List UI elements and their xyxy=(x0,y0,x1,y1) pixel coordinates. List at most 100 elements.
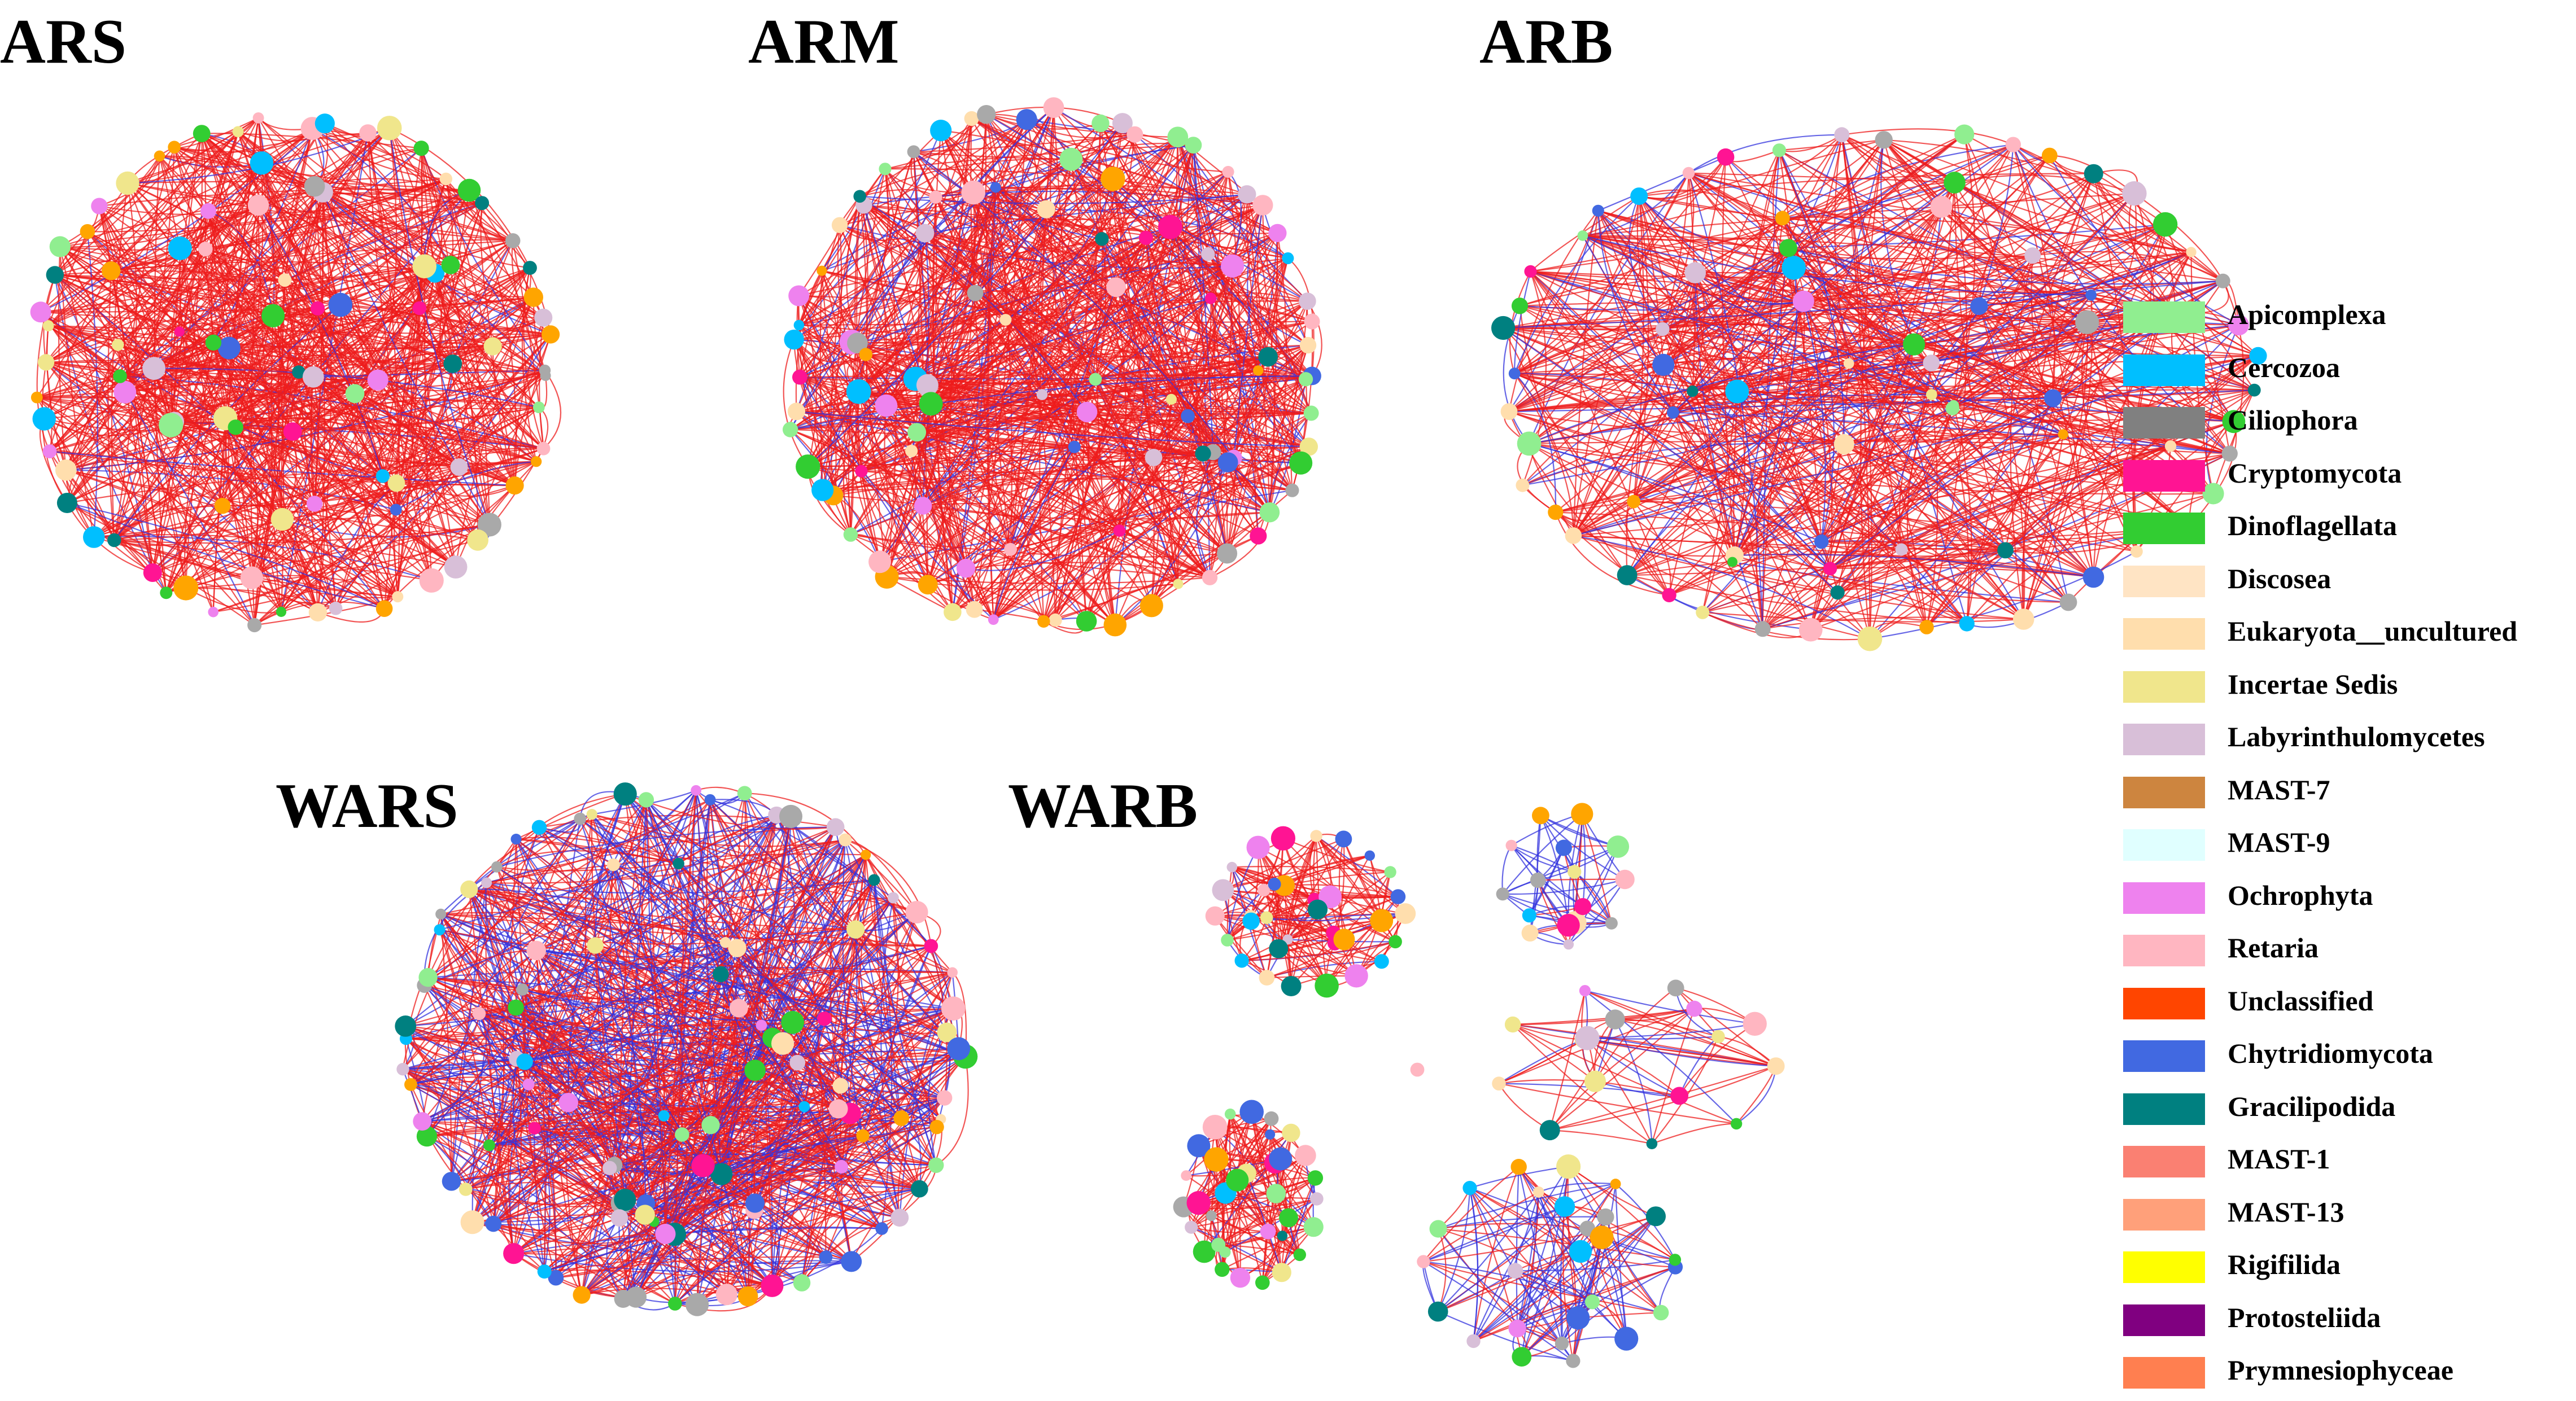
network-edge-positive xyxy=(1555,512,1670,596)
network-node xyxy=(859,348,873,361)
network-node xyxy=(2122,181,2147,206)
network-edge-positive xyxy=(1134,134,1289,259)
network-edge-positive xyxy=(54,132,368,275)
network-ARM xyxy=(783,97,1322,637)
network-node xyxy=(2228,314,2250,336)
network-edge-positive xyxy=(1209,266,1233,578)
network-node xyxy=(412,301,427,316)
network-edge-negative xyxy=(1514,271,1531,374)
network-node xyxy=(308,603,328,622)
network-edge-positive xyxy=(1177,137,1235,458)
network-node xyxy=(1226,1168,1249,1192)
network-node xyxy=(1239,1100,1264,1124)
network-node xyxy=(1253,365,1264,376)
network-edge-positive xyxy=(522,989,557,1278)
network-node xyxy=(1945,401,1960,415)
network-node xyxy=(2041,147,2058,164)
network-edge-positive xyxy=(936,1056,969,1166)
network-edge-positive xyxy=(1529,280,2224,444)
network-node xyxy=(247,194,269,216)
legend-swatch xyxy=(2123,1357,2205,1389)
network-node xyxy=(1265,1129,1276,1140)
network-edge-negative xyxy=(496,826,836,868)
network-node xyxy=(635,1205,655,1225)
network-edge-positive xyxy=(117,163,263,345)
network-node xyxy=(737,1286,758,1307)
network-node xyxy=(1627,494,1641,509)
network-edge-positive xyxy=(1762,616,2024,630)
network-node xyxy=(483,337,502,356)
network-edge-positive xyxy=(827,342,853,496)
network-edge-positive xyxy=(1841,134,2088,323)
network-node xyxy=(1295,1145,1316,1166)
network-node xyxy=(1997,542,2014,559)
network-edge-negative xyxy=(1540,815,1626,880)
network-edge-positive xyxy=(845,839,932,947)
network-edge-positive xyxy=(492,839,517,1224)
network-edge-positive xyxy=(173,147,285,281)
network-node xyxy=(42,444,57,458)
network-edge-positive xyxy=(923,457,1154,507)
network-edge-positive xyxy=(1438,1250,1581,1312)
network-edge-positive xyxy=(284,279,534,305)
network-edge-positive xyxy=(884,405,929,585)
network-node xyxy=(893,1110,910,1126)
network-node xyxy=(1492,1076,1506,1091)
network-edge-positive xyxy=(1101,238,1214,453)
network-node xyxy=(1566,1354,1580,1368)
network-node xyxy=(2058,429,2068,440)
network-edge-positive xyxy=(1578,1312,1661,1319)
network-node xyxy=(779,804,802,828)
legend-swatch xyxy=(2123,882,2205,914)
network-edge-positive xyxy=(1639,195,1783,219)
network-node xyxy=(1068,440,1081,453)
network-edge-negative xyxy=(1473,1215,1657,1342)
network-edge-positive xyxy=(1258,847,1328,986)
network-edge-positive xyxy=(254,370,545,626)
network-node xyxy=(485,1215,502,1232)
network-node xyxy=(1653,1304,1669,1321)
network-edge-negative xyxy=(799,376,994,620)
legend-item: Ciliophora xyxy=(2123,398,2569,451)
network-node xyxy=(1566,1306,1590,1330)
network-edge-positive xyxy=(1216,1159,1300,1255)
network-edge-positive xyxy=(754,1055,966,1071)
network-edge-positive xyxy=(2022,173,2094,620)
network-edge-positive xyxy=(1043,238,1147,622)
network-edge-negative xyxy=(1802,301,1826,542)
network-edge-positive xyxy=(1499,1039,1584,1084)
network-node xyxy=(868,550,892,573)
legend-label: Protosteliida xyxy=(2228,1301,2381,1333)
network-node xyxy=(387,474,405,492)
network-node xyxy=(1282,252,1294,264)
network-edge-positive xyxy=(427,977,966,1057)
network-edge-positive xyxy=(1010,457,1234,550)
network-edge-positive xyxy=(205,248,516,486)
network-edge-negative xyxy=(388,128,490,525)
network-edge-negative xyxy=(1246,1173,1282,1273)
network-node xyxy=(510,834,522,845)
network-node xyxy=(1462,1181,1477,1196)
network-node xyxy=(278,273,292,287)
network-edge-positive xyxy=(1437,1228,1447,1312)
network-edge-positive xyxy=(2012,144,2234,422)
network-edge-positive xyxy=(1941,173,2094,208)
network-edge-negative xyxy=(516,839,704,1166)
network-edge-negative xyxy=(496,866,937,1128)
network-edge-positive xyxy=(493,1008,954,1224)
network-edge-positive xyxy=(1005,319,1120,531)
network-edge-positive xyxy=(644,815,778,1215)
network-edge-negative xyxy=(403,947,738,1070)
network-edge-negative xyxy=(485,882,517,1008)
legend-item: MAST-7 xyxy=(2123,768,2569,821)
network-edge-positive xyxy=(1503,327,2094,578)
network-node xyxy=(1167,126,1189,148)
network-edge-positive xyxy=(1573,535,2006,551)
network-node xyxy=(988,614,999,625)
network-node xyxy=(930,120,952,142)
legend-swatch xyxy=(2123,1093,2205,1125)
network-edge-positive xyxy=(2081,322,2137,552)
network-node xyxy=(1335,830,1352,848)
network-edge-positive xyxy=(1209,258,1289,578)
network-edge-positive xyxy=(317,608,385,623)
